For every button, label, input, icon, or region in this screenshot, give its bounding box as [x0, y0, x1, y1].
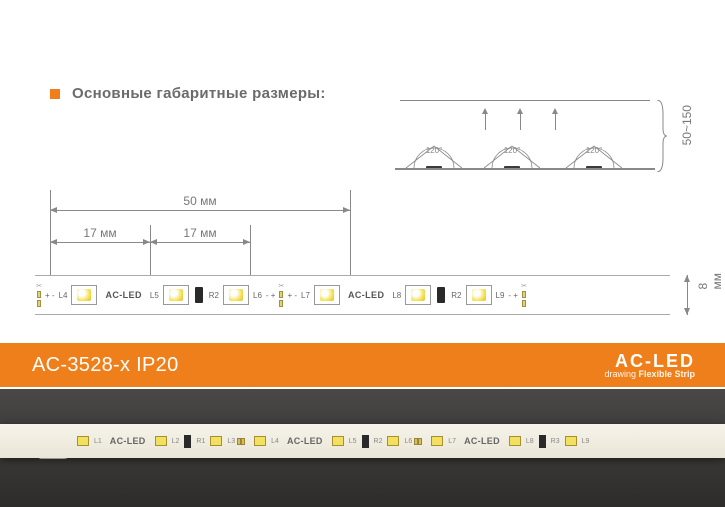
ceiling-line	[400, 100, 650, 101]
photo-led	[77, 436, 89, 446]
vdim-line	[687, 275, 688, 315]
dim-tick	[50, 190, 51, 275]
photo-led-label: L7	[448, 438, 456, 445]
brand-logo: AC-LED drawing Flexible Strip	[604, 352, 695, 379]
photo-led-label: L6	[404, 438, 412, 445]
photo-resistor-label: R3	[551, 438, 560, 445]
led-label: L4	[59, 291, 68, 300]
photo-led	[155, 436, 167, 446]
polarity-mark: + -	[287, 291, 297, 300]
resistor-label: R2	[451, 291, 461, 300]
arrow-up-icon	[550, 108, 560, 130]
led-icon	[405, 285, 431, 305]
beam-angle-value: 120°	[426, 146, 443, 155]
photo-led-label: L3	[227, 438, 235, 445]
photo-led	[387, 436, 399, 446]
photo-led-label: L8	[526, 438, 534, 445]
base-line	[395, 168, 655, 170]
dim-tick	[150, 225, 151, 275]
photo-resistor-label: R1	[196, 438, 205, 445]
strip-height-label: 8 мм	[696, 273, 724, 290]
photo-led-label: L5	[349, 438, 357, 445]
dim-total-label: 50 мм	[183, 194, 216, 208]
photo-led	[332, 436, 344, 446]
photo-area: L1 AC-LED L2 R1 L3 L4 AC-LED L5 R2 L6 L7…	[0, 389, 725, 507]
photo-led	[431, 436, 443, 446]
brand-tagline: drawing Flexible Strip	[604, 370, 695, 379]
bullet-icon	[50, 89, 60, 99]
photo-led-label: L9	[582, 438, 590, 445]
photo-led-label: L4	[271, 438, 279, 445]
photo-led	[210, 436, 222, 446]
height-brace	[655, 100, 667, 172]
photo-strip: L1 AC-LED L2 R1 L3 L4 AC-LED L5 R2 L6 L7…	[0, 424, 725, 458]
dim-tick	[250, 225, 251, 275]
photo-led-label: L1	[94, 438, 102, 445]
strip-brand: AC-LED	[348, 290, 384, 300]
photo-resistor	[362, 435, 369, 448]
dim-seg1-label: 17 мм	[83, 226, 116, 240]
dim-seg1	[50, 242, 150, 243]
led-label: L8	[392, 291, 401, 300]
photo-led-label: L2	[172, 438, 180, 445]
beam-angle-value: 120°	[586, 146, 603, 155]
section-title: Основные габаритные размеры:	[72, 85, 326, 102]
photo-led	[254, 436, 266, 446]
cut-mark: ✂	[35, 275, 43, 315]
dim-total	[50, 210, 350, 211]
led-label: L5	[150, 291, 159, 300]
cut-mark: ✂	[520, 275, 528, 315]
height-range-value: 50~150	[680, 105, 694, 145]
brand-name: AC-LED	[604, 352, 695, 370]
photo-pad	[241, 438, 245, 445]
photo-led	[509, 436, 521, 446]
led-icon	[223, 285, 249, 305]
led-icon	[163, 285, 189, 305]
photo-resistor	[184, 435, 191, 448]
photo-brand: AC-LED	[464, 436, 500, 446]
photo-brand: AC-LED	[287, 436, 323, 446]
photo-led	[565, 436, 577, 446]
resistor-icon	[437, 287, 445, 303]
polarity-mark: - +	[508, 291, 518, 300]
photo-resistor	[539, 435, 546, 448]
led-label: L6	[253, 291, 262, 300]
polarity-mark: + -	[45, 291, 55, 300]
arrow-up-icon	[515, 108, 525, 130]
section-header: Основные габаритные размеры:	[0, 0, 725, 102]
photo-resistor-label: R2	[374, 438, 383, 445]
light-arrows	[480, 108, 560, 130]
cut-mark: ✂	[277, 275, 285, 315]
led-label: L7	[301, 291, 310, 300]
led-icon	[466, 285, 492, 305]
resistor-icon	[195, 287, 203, 303]
strip-brand: AC-LED	[105, 290, 141, 300]
resistor-label: R2	[209, 291, 219, 300]
led-strip-diagram: ✂ + - L4 AC-LED L5 R2 L6 - + ✂ + - L7 AC…	[35, 275, 670, 315]
led-label: L9	[496, 291, 505, 300]
led-icon	[71, 285, 97, 305]
model-bar: AC-3528-x IP20 AC-LED drawing Flexible S…	[0, 343, 725, 387]
dim-seg2	[150, 242, 250, 243]
dim-tick	[350, 190, 351, 275]
beam-angle-value: 120°	[504, 146, 521, 155]
polarity-mark: - +	[266, 291, 276, 300]
dim-seg2-label: 17 мм	[183, 226, 216, 240]
photo-brand: AC-LED	[110, 436, 146, 446]
arrow-up-icon	[480, 108, 490, 130]
photo-pad	[418, 438, 422, 445]
model-name: AC-3528-x IP20	[32, 354, 179, 377]
led-icon	[314, 285, 340, 305]
